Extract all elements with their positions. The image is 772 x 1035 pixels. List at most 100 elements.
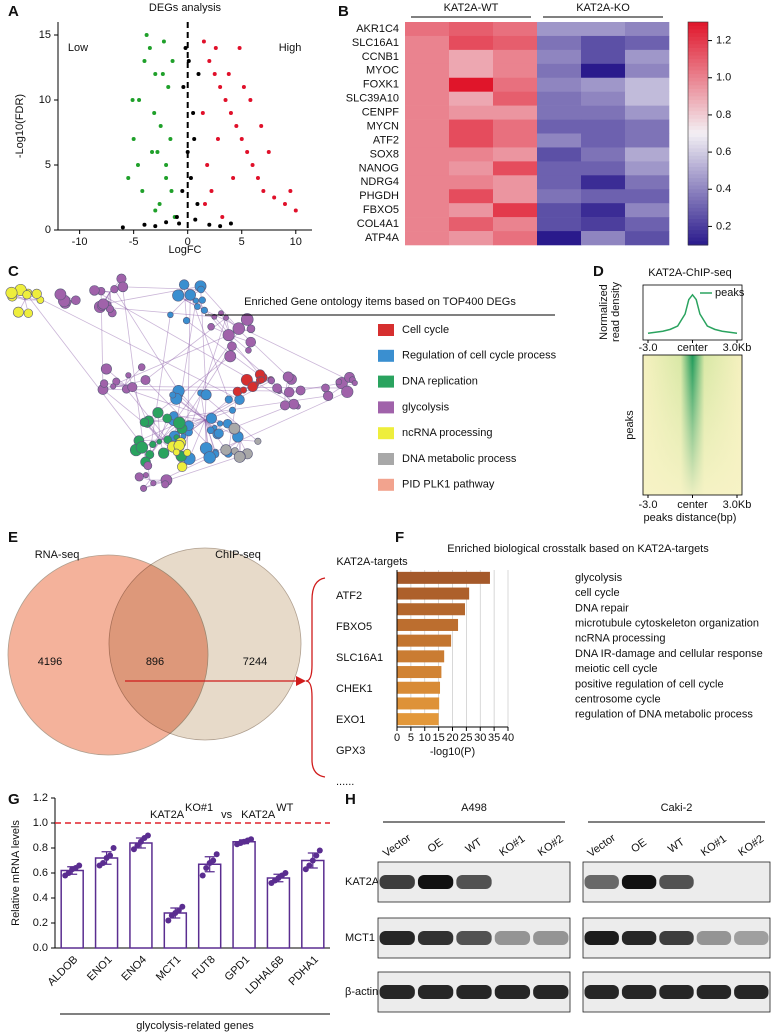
legend-swatch [378,478,394,491]
colorbar-step [688,40,708,45]
x-tick-label: 0 [394,732,400,744]
node [12,306,24,318]
point [152,111,157,115]
bar [397,634,452,647]
node [283,386,295,398]
heat-cell [405,231,450,246]
colorbar-step [688,88,708,94]
heat-cell [581,175,626,190]
colorbar-tick-label: 0.2 [716,220,731,232]
row-label: CENPF [362,107,400,119]
x-tick-label: ENO1 [85,954,115,984]
colorbar-step [688,166,708,172]
heat-cell [405,63,450,79]
node [288,398,300,410]
row-label: COL4A1 [357,218,399,230]
x-tick-label: ENO4 [119,954,149,984]
heat-cell [581,63,626,79]
bar [397,603,465,616]
row-label: CCNB1 [362,51,399,63]
edge [189,294,230,400]
band [621,875,657,889]
point [144,832,151,839]
x-tick-label: 10 [290,236,302,248]
band [621,931,657,945]
heat-cell [405,217,450,232]
targets-title: KAT2A-targets [336,556,408,568]
band [417,875,454,889]
point [140,189,145,193]
heat-cell [581,35,626,51]
edge [170,299,186,316]
intersection-count: 896 [146,656,164,668]
point [166,85,171,89]
edge [124,366,142,386]
band [696,931,732,945]
heat-cell [449,63,494,79]
point [192,137,197,141]
x-tick-label: 25 [460,732,472,744]
node [161,480,170,489]
x-tick-label: 10 [419,732,431,744]
point [120,225,125,230]
point [200,111,205,115]
legend-swatch [378,453,394,465]
point [255,176,260,180]
node [198,296,206,304]
row-label: NANOG [359,162,399,174]
node [222,329,235,342]
panel-label: B [338,3,349,20]
node [169,391,177,399]
point [213,46,218,50]
legend-label: DNA replication [402,376,478,388]
node [197,285,205,294]
row-label: ATF2 [373,134,399,146]
point [76,862,83,869]
point [134,842,141,849]
annotation: High [279,42,302,54]
heat-cell [537,203,582,218]
heat-cell [537,175,582,190]
point [215,137,220,141]
node [99,379,109,388]
edge [204,419,216,455]
node [5,286,18,299]
x-tick-label: center [677,342,708,354]
point [153,224,158,229]
heat-cell [625,203,670,218]
x-tick-label: -3.0 [639,342,658,354]
heat-cell [405,161,450,176]
bracket [305,577,326,778]
node [272,383,282,394]
colorbar-step [688,137,708,142]
panel-label: E [8,529,18,546]
node [172,416,186,430]
category-label: meiotic cell cycle [575,663,658,675]
node [323,390,334,401]
band [696,985,732,999]
heat-cell [493,189,538,204]
legend-label: ncRNA processing [402,427,493,439]
bar [397,697,440,710]
title-part: KAT2A [150,809,185,821]
heat-cell [537,119,582,134]
point [153,208,158,213]
node [200,306,208,314]
lane-label: Vector [585,832,618,860]
band [494,931,531,945]
heat-cell [405,175,450,190]
node [23,308,34,318]
band [584,931,619,945]
chart-title: Enriched biological crosstalk based on K… [447,543,709,555]
node [140,375,151,385]
node [71,295,81,306]
point [218,224,223,229]
band [379,931,415,945]
heatmap-y-label: peaks [624,410,636,440]
chip-heatmap-frame [642,354,743,496]
edge [102,334,229,390]
edge [175,398,206,421]
heat-cell [493,175,538,190]
row-label: MYCN [367,120,399,132]
colorbar-tick-label: 0.4 [716,183,731,195]
